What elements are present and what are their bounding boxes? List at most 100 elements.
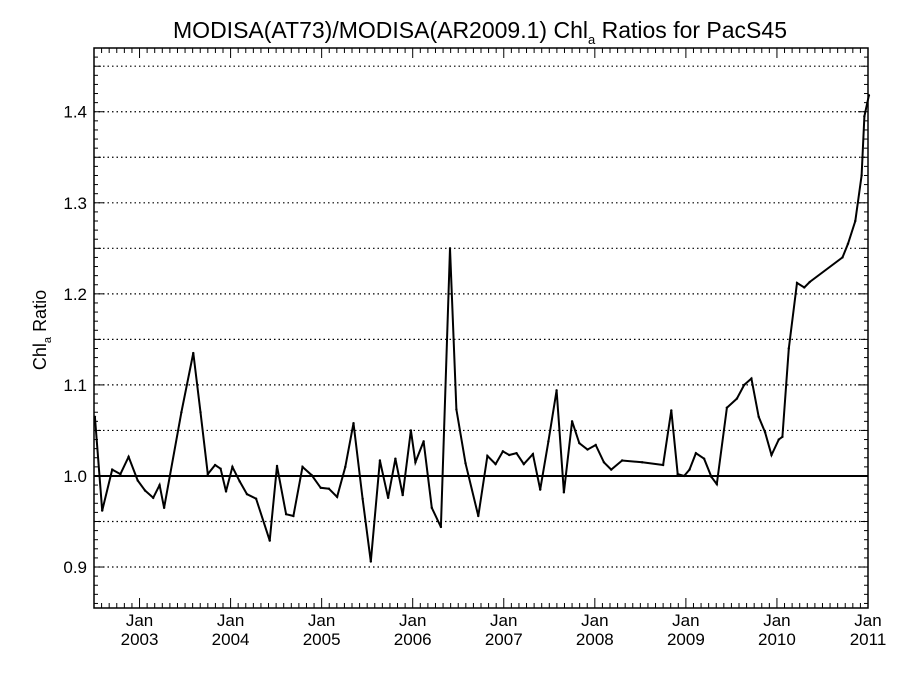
data-point bbox=[570, 420, 574, 423]
data-point bbox=[547, 440, 550, 443]
data-point bbox=[515, 452, 518, 455]
x-tick-label-month: Jan bbox=[217, 611, 244, 630]
x-tick-label-year: 2008 bbox=[576, 630, 614, 649]
data-point bbox=[238, 480, 241, 483]
data-point bbox=[808, 280, 811, 284]
data-point bbox=[284, 513, 288, 516]
data-point bbox=[676, 472, 679, 476]
data-point bbox=[555, 389, 558, 392]
data-point bbox=[508, 453, 511, 457]
data-point bbox=[275, 464, 279, 468]
data-point bbox=[206, 472, 210, 476]
x-tick-label-month: Jan bbox=[126, 611, 153, 630]
data-point bbox=[254, 497, 258, 500]
data-point bbox=[710, 475, 713, 479]
data-point bbox=[301, 465, 304, 469]
data-point bbox=[846, 242, 850, 245]
plot-frame bbox=[93, 47, 869, 609]
data-point bbox=[310, 473, 313, 477]
data-point bbox=[841, 256, 844, 259]
data-point bbox=[770, 453, 773, 457]
data-point bbox=[231, 465, 234, 469]
x-ticks: Jan2003Jan2004Jan2005Jan2006Jan2007Jan20… bbox=[101, 48, 887, 649]
data-point bbox=[162, 506, 166, 510]
data-point bbox=[586, 448, 589, 451]
data-point bbox=[594, 443, 597, 447]
gridlines bbox=[94, 65, 868, 568]
y-axis-label: Chla Ratio bbox=[30, 290, 54, 370]
data-point bbox=[602, 461, 606, 464]
data-point bbox=[245, 492, 249, 496]
data-point bbox=[378, 459, 382, 462]
data-point bbox=[522, 462, 525, 466]
data-point bbox=[448, 247, 452, 250]
data-point bbox=[136, 479, 139, 482]
data-point bbox=[702, 457, 706, 460]
data-point bbox=[414, 461, 417, 464]
data-point bbox=[781, 435, 784, 439]
data-point bbox=[682, 474, 686, 478]
data-point bbox=[640, 461, 644, 464]
x-tick-label-month: Jan bbox=[490, 611, 517, 630]
data-point bbox=[742, 383, 746, 387]
data-point bbox=[494, 462, 497, 466]
data-point bbox=[688, 468, 691, 471]
x-tick-label-month: Jan bbox=[308, 611, 335, 630]
x-tick-label-year: 2005 bbox=[303, 630, 341, 649]
data-point bbox=[694, 452, 698, 455]
x-tick-label-year: 2011 bbox=[850, 630, 887, 649]
x-tick-label-month: Jan bbox=[854, 611, 881, 630]
chart-title-subscript: a bbox=[588, 32, 596, 47]
data-point bbox=[430, 506, 434, 510]
data-point bbox=[670, 409, 673, 412]
data-point bbox=[394, 457, 397, 460]
x-tick-label-year: 2006 bbox=[394, 630, 432, 649]
data-point bbox=[501, 450, 505, 453]
data-point bbox=[860, 174, 863, 177]
y-tick-label: 1.2 bbox=[63, 285, 87, 304]
data-point bbox=[361, 497, 364, 500]
data-point bbox=[219, 467, 222, 470]
series-group bbox=[93, 94, 871, 563]
y-tick-label: 1.1 bbox=[63, 376, 87, 395]
data-point bbox=[344, 465, 347, 469]
data-point bbox=[757, 415, 760, 418]
y-ticks: 0.9 1.0 1.1 1.2 1.3 1.4 bbox=[63, 47, 868, 604]
data-point bbox=[386, 496, 390, 500]
data-point bbox=[119, 472, 122, 476]
data-point bbox=[803, 286, 806, 289]
chart-title-main: MODISA(AT73)/MODISA(AR2009.1) Chl bbox=[173, 17, 588, 43]
data-point bbox=[409, 429, 413, 432]
data-point bbox=[224, 490, 228, 493]
data-point bbox=[369, 560, 373, 563]
data-point bbox=[151, 496, 155, 500]
data-point bbox=[795, 281, 799, 285]
x-tick-label-month: Jan bbox=[672, 611, 699, 630]
data-point bbox=[111, 468, 114, 471]
data-point bbox=[335, 495, 339, 499]
data-point bbox=[777, 438, 780, 441]
data-point bbox=[422, 440, 425, 443]
data-point bbox=[578, 441, 581, 445]
y-tick-label: 1.0 bbox=[63, 467, 87, 486]
data-point bbox=[401, 493, 404, 497]
y-axis-label-main: Chl bbox=[30, 343, 50, 370]
data-point bbox=[100, 509, 104, 512]
data-point bbox=[763, 431, 767, 434]
data-point bbox=[531, 452, 535, 456]
chart-title: MODISA(AT73)/MODISA(AR2009.1) Chla Ratio… bbox=[173, 17, 787, 47]
data-point bbox=[439, 525, 443, 529]
data-point bbox=[620, 459, 624, 462]
data-point bbox=[486, 454, 489, 458]
x-tick-label-year: 2003 bbox=[121, 630, 159, 649]
data-point bbox=[352, 421, 355, 425]
data-point bbox=[455, 408, 458, 411]
data-point bbox=[127, 455, 130, 459]
y-tick-label: 0.9 bbox=[63, 558, 87, 577]
data-point bbox=[464, 462, 467, 465]
x-tick-label-year: 2007 bbox=[485, 630, 523, 649]
data-point bbox=[538, 488, 542, 491]
x-tick-label-month: Jan bbox=[581, 611, 608, 630]
data-point bbox=[725, 406, 729, 409]
